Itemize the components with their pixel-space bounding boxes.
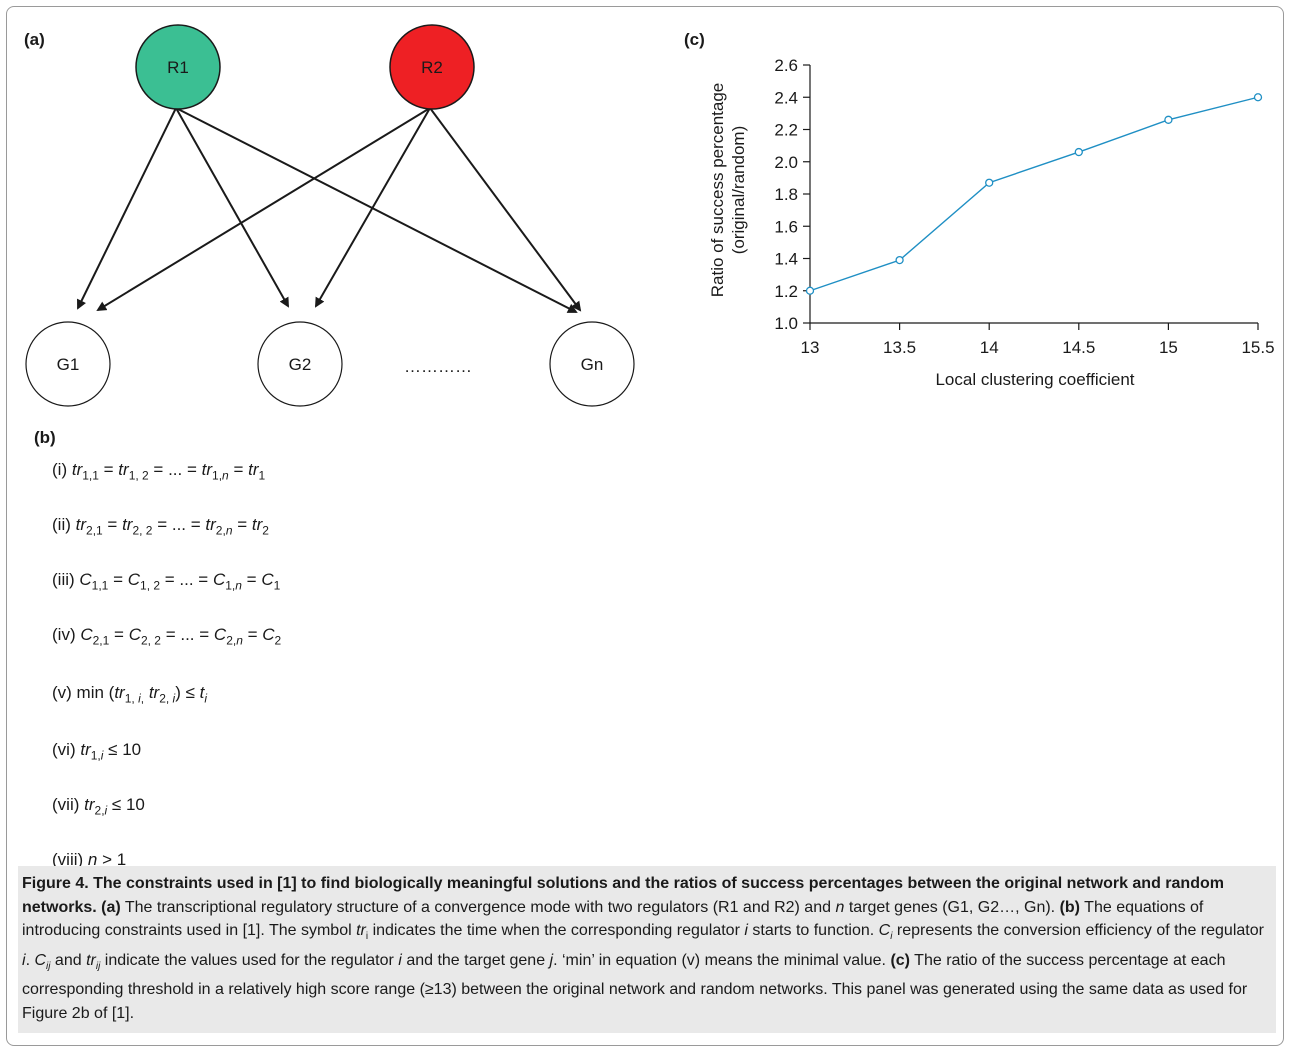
y-axis-title-line1: Ratio of success percentage [708, 83, 727, 298]
edge-r1-g1 [77, 107, 177, 310]
x-tick-label: 14 [980, 338, 999, 357]
x-tick-label: 14.5 [1062, 338, 1095, 357]
edge-r1-gn [175, 107, 578, 313]
data-point [805, 286, 815, 295]
caption-b-j: j [549, 951, 554, 969]
equation-7: (vii) tr2,i ≤ 10 [52, 795, 145, 818]
caption-b-text5: indicate the values used for the regulat… [104, 951, 394, 969]
y-tick-label: 1.8 [774, 185, 798, 204]
caption-b-tr2: tr [86, 951, 96, 969]
equation-2-number: (ii) [52, 515, 71, 534]
regulator-node-r1: R1 [135, 24, 221, 110]
y-tick-label: 1.2 [774, 282, 798, 301]
caption-b-tr2-sub: ij [95, 960, 101, 972]
regulator-r2-label: R2 [421, 58, 443, 77]
network-diagram: R1 R2 G1 G2 ………… Gn [25, 24, 635, 407]
chart-axes [809, 65, 1258, 324]
equation-1: (i) tr1,1 = tr1, 2 = ... = tr1,n = tr1 [52, 460, 266, 483]
x-tick-label: 15.5 [1241, 338, 1274, 357]
caption-b-c-sub: i [890, 931, 893, 943]
caption-b-tr: tr [356, 922, 366, 939]
regulator-r1-label: R1 [167, 58, 189, 77]
caption-b-i2: i [22, 951, 26, 969]
equation-5-number: (v) [52, 683, 72, 702]
y-tick-label: 2.0 [774, 153, 798, 172]
data-point [1164, 115, 1173, 124]
caption-b-text3: starts to function. [752, 922, 875, 939]
regulator-node-r2: R2 [389, 24, 475, 110]
line-chart: 1.0 1.2 1.4 1.6 1.8 2.0 2.2 2.4 2.6 13 13.5 14 14.5… [708, 56, 1275, 389]
panel-a-label: (a) [24, 30, 45, 49]
equation-2: (ii) tr2,1 = tr2, 2 = ... = tr2,n = tr2 [52, 515, 269, 538]
edge-r2-gn [429, 107, 582, 312]
x-axis-title: Local clustering coefficient [935, 370, 1134, 389]
figure-caption: Figure 4. The constraints used in [1] to… [18, 866, 1276, 1034]
equation-4-number: (iv) [52, 625, 76, 644]
equation-7-number: (vii) [52, 795, 80, 814]
x-tick-label: 15 [1159, 338, 1178, 357]
caption-b-c: C [878, 922, 891, 939]
caption-b-c2-sub: ij [46, 960, 51, 972]
caption-b-text4: represents the conversion efficiency of … [896, 922, 1264, 939]
panel-c-label: (c) [684, 30, 705, 49]
edge-r2-g1 [96, 107, 431, 312]
equation-6: (vi) tr1,i ≤ 10 [52, 740, 142, 763]
equation-1-number: (i) [52, 460, 68, 479]
y-tick-label: 2.4 [774, 88, 798, 107]
target-g2-label: G2 [289, 355, 312, 374]
caption-b-and: and [54, 951, 82, 969]
caption-b-text6: and the target gene [406, 951, 546, 969]
y-tick-label: 1.6 [774, 217, 798, 236]
equation-5: (v) min (tr1, i, tr2, i) ≤ ti [52, 683, 208, 706]
data-point [1253, 93, 1263, 102]
caption-n-var: n [835, 898, 845, 916]
caption-b-c2: C [34, 951, 47, 969]
data-point [1074, 147, 1083, 157]
x-tick-label: 13.5 [883, 338, 916, 357]
y-axis-title-line2: (original/random) [729, 126, 748, 255]
caption-c-text: The ratio of the success percentage at e… [22, 951, 1248, 1022]
data-point [895, 255, 904, 265]
caption-b-tr-sub: i [365, 931, 369, 943]
caption-c-label: (c) [890, 951, 911, 969]
caption-title: Figure 4. The constraints used in [1] to… [22, 875, 1224, 916]
y-tick-label: 1.4 [774, 250, 798, 269]
series-line [809, 96, 1259, 292]
x-tick-label: 13 [801, 338, 820, 357]
caption-b-label: (b) [1059, 898, 1081, 916]
caption-b-text: The equations of introducing constraints… [22, 898, 1204, 940]
caption-a-label: (a) [101, 898, 121, 916]
y-ticks: 1.0 1.2 1.4 1.6 1.8 2.0 2.2 2.4 2.6 [774, 56, 810, 333]
edges [77, 107, 582, 313]
caption-b-text7: ‘min’ in equation (v) means the minimal … [562, 951, 886, 969]
caption-a-text: The transcriptional regulatory structure… [124, 898, 831, 916]
x-ticks: 13 13.5 14 14.5 15 15.5 [801, 323, 1275, 357]
panel-b-label: (b) [34, 428, 56, 447]
target-g1-label: G1 [57, 355, 80, 374]
equation-3-number: (iii) [52, 570, 75, 589]
equation-4: (iv) C2,1 = C2, 2 = ... = C2,n = C2 [52, 625, 282, 648]
data-point [985, 178, 994, 187]
y-tick-label: 2.2 [774, 121, 798, 140]
caption-b-text2: indicates the time when the correspondin… [372, 922, 740, 939]
y-tick-label: 2.6 [774, 56, 798, 75]
series-points [805, 93, 1263, 295]
caption-a-text2: target genes (G1, G2…, Gn). [848, 898, 1056, 916]
edge-r1-g2 [175, 107, 289, 308]
y-tick-label: 1.0 [774, 314, 798, 333]
figure-frame [6, 6, 1284, 1046]
target-ellipsis: ………… [404, 357, 472, 376]
target-node-gn: Gn [549, 321, 635, 407]
edge-r2-g2 [315, 107, 431, 308]
caption-b-i3: i [398, 951, 402, 969]
caption-b-i: i [744, 922, 748, 939]
equation-6-number: (vi) [52, 740, 76, 759]
target-node-g1: G1 [25, 321, 111, 407]
target-gn-label: Gn [581, 355, 604, 374]
target-node-g2: G2 [257, 321, 343, 407]
equation-8-number: (viii) [52, 850, 84, 869]
equation-8: (viii) n > 1 [52, 850, 127, 869]
equation-3: (iii) C1,1 = C1, 2 = ... = C1,n = C1 [52, 570, 281, 593]
